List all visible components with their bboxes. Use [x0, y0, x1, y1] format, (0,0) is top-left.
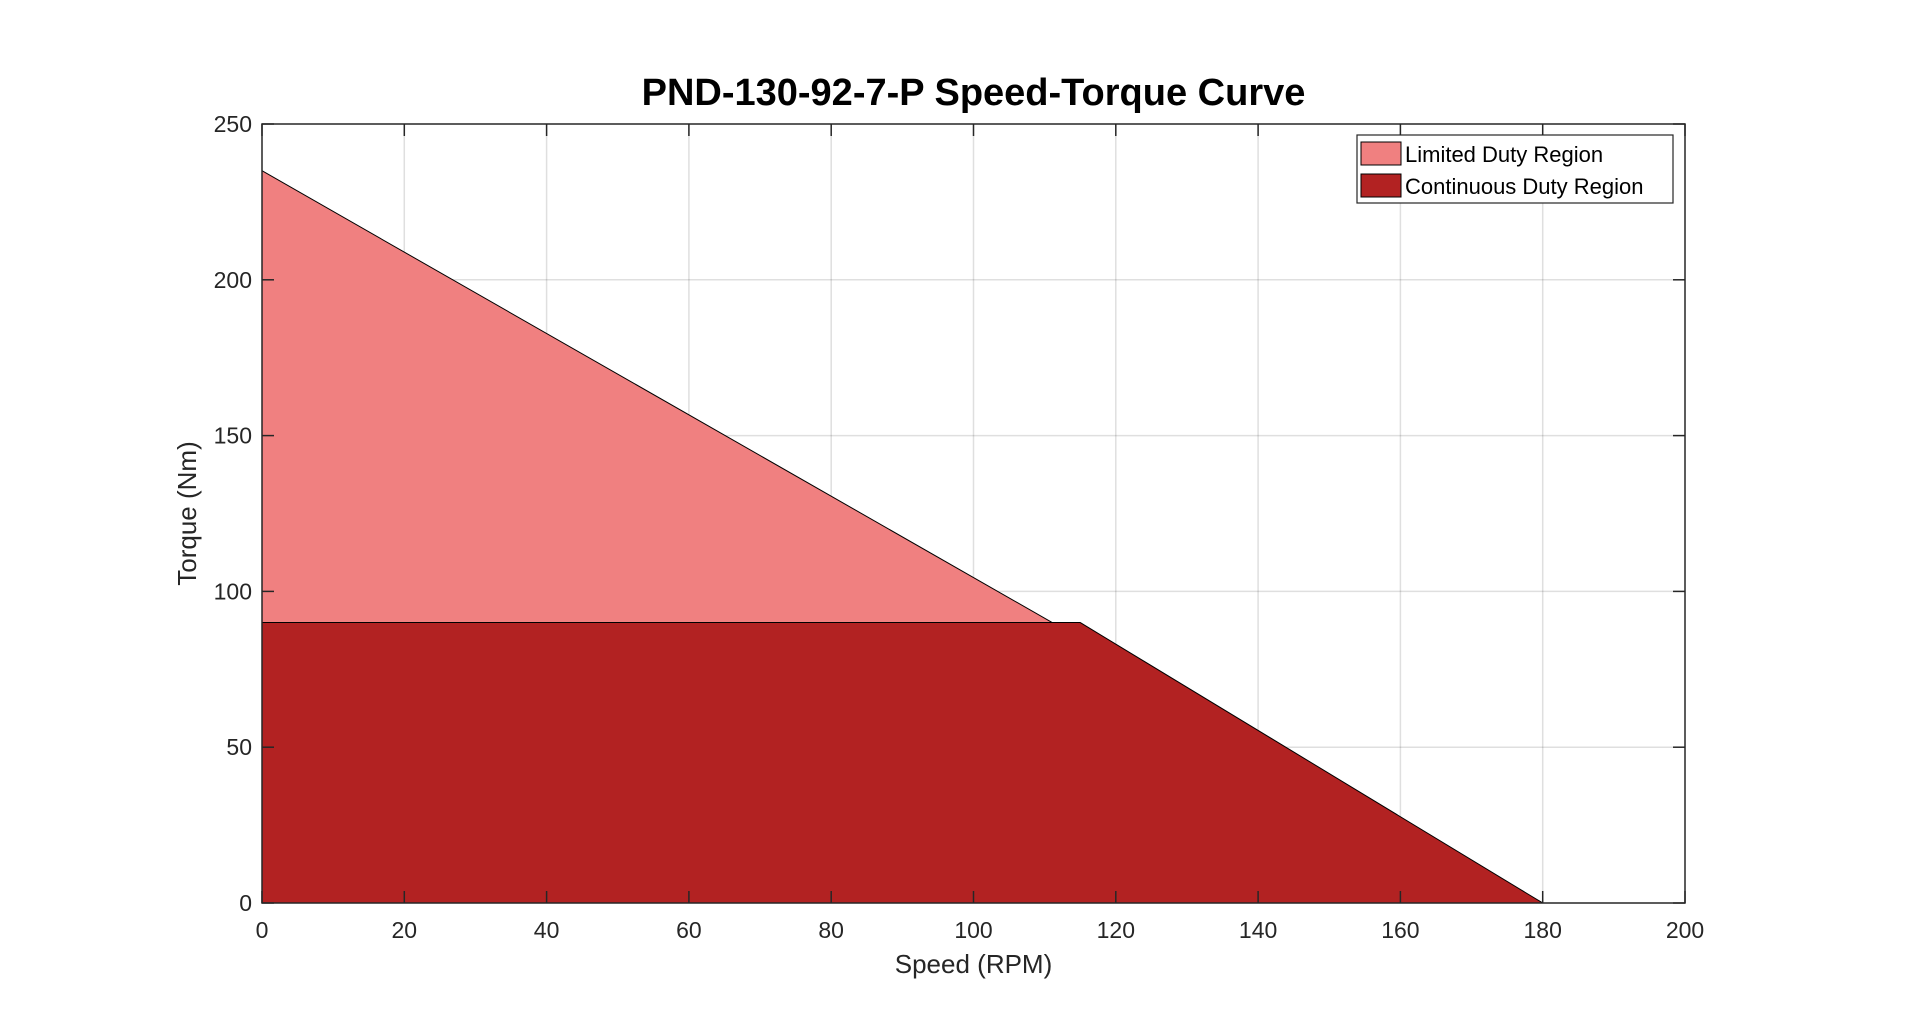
x-tick-label: 20 — [392, 917, 418, 943]
legend-continuous-duty-swatch — [1360, 173, 1402, 198]
y-tick-label: 200 — [214, 267, 252, 293]
x-tick-label: 40 — [534, 917, 560, 943]
y-tick-label: 250 — [214, 111, 252, 137]
legend-limited-duty-label: Limited Duty Region — [1405, 142, 1603, 167]
legend-box — [1356, 134, 1674, 204]
y-tick-label: 50 — [226, 734, 252, 760]
x-tick-label: 80 — [818, 917, 844, 943]
x-tick-label: 100 — [954, 917, 992, 943]
x-tick-label: 160 — [1381, 917, 1419, 943]
y-tick-label: 100 — [214, 578, 252, 604]
x-axis-label: Speed (RPM) — [895, 949, 1053, 979]
chart-title: PND-130-92-7-P Speed-Torque Curve — [642, 72, 1306, 114]
x-tick-label: 180 — [1524, 917, 1562, 943]
y-tick-label: 150 — [214, 423, 252, 449]
y-axis-label: Torque (Nm) — [172, 441, 202, 585]
legend-continuous-duty-label: Continuous Duty Region — [1405, 174, 1643, 199]
x-tick-label: 0 — [256, 917, 269, 943]
x-tick-label: 140 — [1239, 917, 1277, 943]
legend: Limited Duty Region Continuous Duty Regio… — [1356, 134, 1674, 204]
y-tick-label: 0 — [239, 890, 252, 916]
x-tick-label: 200 — [1666, 917, 1704, 943]
legend-limited-duty-swatch — [1360, 141, 1402, 166]
axis-ticks: 0 20 40 60 80 100 120 140 160 180 200 0 50 100 150 200 2… — [214, 111, 1705, 943]
x-tick-label: 60 — [676, 917, 702, 943]
x-tick-label: 120 — [1097, 917, 1135, 943]
